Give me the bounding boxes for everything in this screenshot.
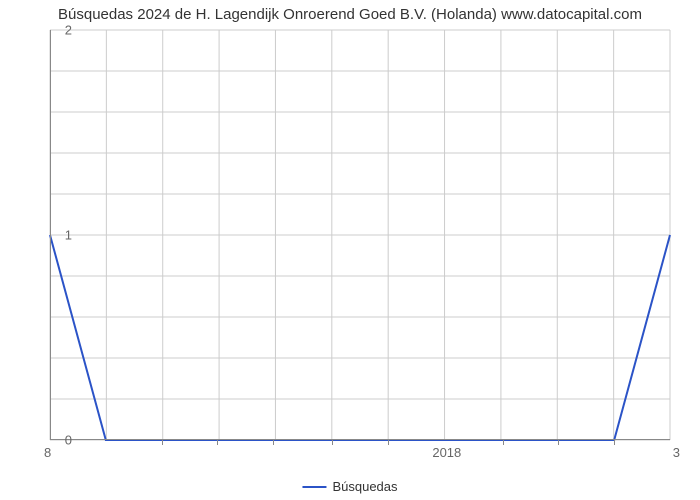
- x-minor-tick: [273, 440, 274, 445]
- legend-swatch: [302, 486, 326, 488]
- x-minor-tick: [503, 440, 504, 445]
- legend: Búsquedas: [302, 479, 397, 494]
- x-minor-tick: [388, 440, 389, 445]
- plot-border: [50, 30, 670, 440]
- x-edge-label-right: 3: [673, 445, 680, 460]
- chart-title: Búsquedas 2024 de H. Lagendijk Onroerend…: [0, 0, 700, 23]
- chart-area: [50, 30, 670, 440]
- x-edge-label-left: 8: [44, 445, 51, 460]
- legend-label: Búsquedas: [332, 479, 397, 494]
- x-minor-tick: [162, 440, 163, 445]
- x-minor-tick: [614, 440, 615, 445]
- y-tick-label: 2: [52, 23, 72, 38]
- x-minor-tick: [217, 440, 218, 445]
- x-tick-label: 2018: [432, 445, 461, 460]
- y-tick-label: 0: [52, 433, 72, 448]
- x-minor-tick: [332, 440, 333, 445]
- y-tick-label: 1: [52, 228, 72, 243]
- x-minor-tick: [558, 440, 559, 445]
